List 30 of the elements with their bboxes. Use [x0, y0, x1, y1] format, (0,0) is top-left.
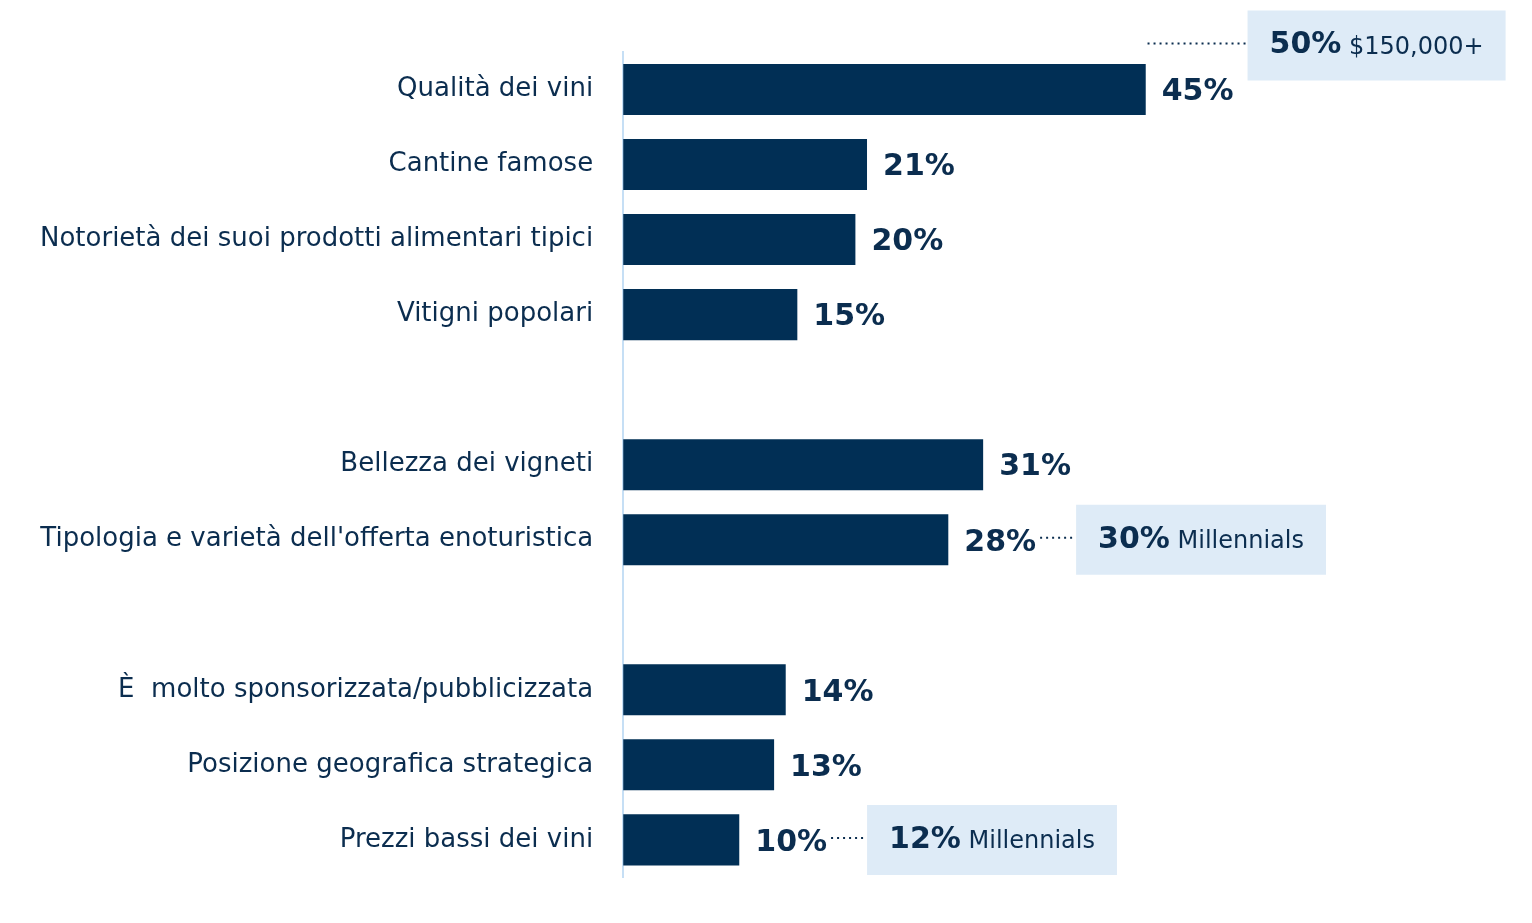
bar: [623, 814, 740, 866]
bar: [623, 439, 984, 491]
data-label: 20%: [871, 222, 944, 258]
data-label: 14%: [801, 672, 874, 708]
data-label: 10%: [755, 822, 828, 858]
y-tick-label: Prezzi bassi dei vini: [339, 822, 594, 853]
bar: [623, 289, 798, 341]
y-tick-label: Posizione geografica strategica: [187, 747, 594, 778]
y-tick-label: Cantine famose: [388, 147, 594, 178]
bar: [623, 139, 868, 191]
y-tick-label: Bellezza dei vigneti: [340, 447, 594, 478]
bar: [623, 514, 949, 566]
data-label: 45%: [1161, 72, 1234, 108]
text: 50% $150,000+: [1269, 25, 1484, 61]
data-label: 13%: [790, 747, 862, 783]
data-label: 31%: [999, 447, 1071, 483]
annotation: 30% Millennials: [1098, 519, 1304, 555]
data-label: 15%: [813, 297, 886, 333]
y-tick-label: È molto sponsorizzata/pubblicizzata: [118, 671, 594, 703]
bar: [623, 64, 1146, 116]
annotation: 12% Millennials: [889, 819, 1095, 855]
bar: [623, 664, 786, 716]
data-label: 28%: [964, 522, 1037, 558]
bar: [623, 214, 856, 266]
y-tick-label: Qualità dei vini: [397, 72, 594, 103]
bar: [623, 739, 775, 791]
y-tick-label: Tipologia e varietà dell'offerta enoturistica: [39, 522, 594, 553]
y-tick-label: Notorietà dei suoi prodotti alimentari tipici: [39, 222, 594, 253]
y-tick-label: Vitigni popolari: [396, 297, 594, 328]
data-label: 21%: [883, 147, 955, 183]
